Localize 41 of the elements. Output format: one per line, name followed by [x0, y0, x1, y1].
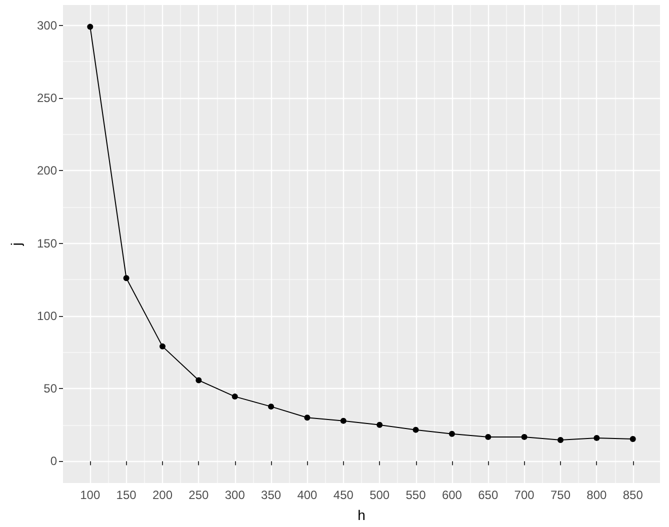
- y-tick-label: 200: [36, 164, 58, 178]
- x-tick-label: 450: [333, 488, 354, 502]
- y-tick-label: 300: [36, 18, 58, 32]
- x-tick-label: 200: [152, 488, 173, 502]
- y-tick-label: 0: [50, 454, 58, 468]
- y-tick-label: 100: [36, 308, 58, 323]
- x-tick-label: 300: [224, 488, 246, 502]
- x-tick-label: 250: [188, 488, 210, 502]
- point: [160, 343, 166, 350]
- x-tick-label: 350: [261, 488, 282, 502]
- point: [521, 434, 528, 440]
- y-axis-title: j: [8, 242, 24, 247]
- point: [594, 434, 600, 441]
- point: [412, 426, 419, 433]
- x-tick-label: 700: [514, 488, 535, 502]
- x-axis-title: h: [358, 507, 366, 523]
- x-tick-label: 850: [622, 488, 644, 502]
- point: [232, 394, 238, 400]
- y-tick-label: 150: [36, 236, 58, 250]
- x-tick-label: 100: [80, 488, 100, 502]
- x-tick-label: 150: [116, 488, 137, 502]
- x-tick-label: 650: [478, 488, 498, 502]
- point: [340, 418, 346, 424]
- point: [123, 275, 130, 282]
- x-tick-label: 500: [370, 488, 390, 502]
- point: [196, 377, 202, 384]
- point: [87, 24, 94, 30]
- point: [304, 414, 310, 421]
- point: [268, 404, 274, 410]
- point: [376, 422, 383, 428]
- x-tick-label: 750: [550, 488, 571, 502]
- point: [448, 430, 455, 437]
- y-tick-label: 50: [44, 382, 58, 396]
- point: [630, 436, 636, 442]
- x-tick-label: 550: [406, 488, 426, 502]
- point: [485, 434, 492, 440]
- x-tick-label: 800: [586, 488, 608, 502]
- point: [558, 436, 564, 443]
- x-tick-label: 400: [297, 488, 318, 502]
- x-tick-label: 600: [442, 488, 462, 502]
- y-tick-label: 250: [36, 90, 58, 105]
